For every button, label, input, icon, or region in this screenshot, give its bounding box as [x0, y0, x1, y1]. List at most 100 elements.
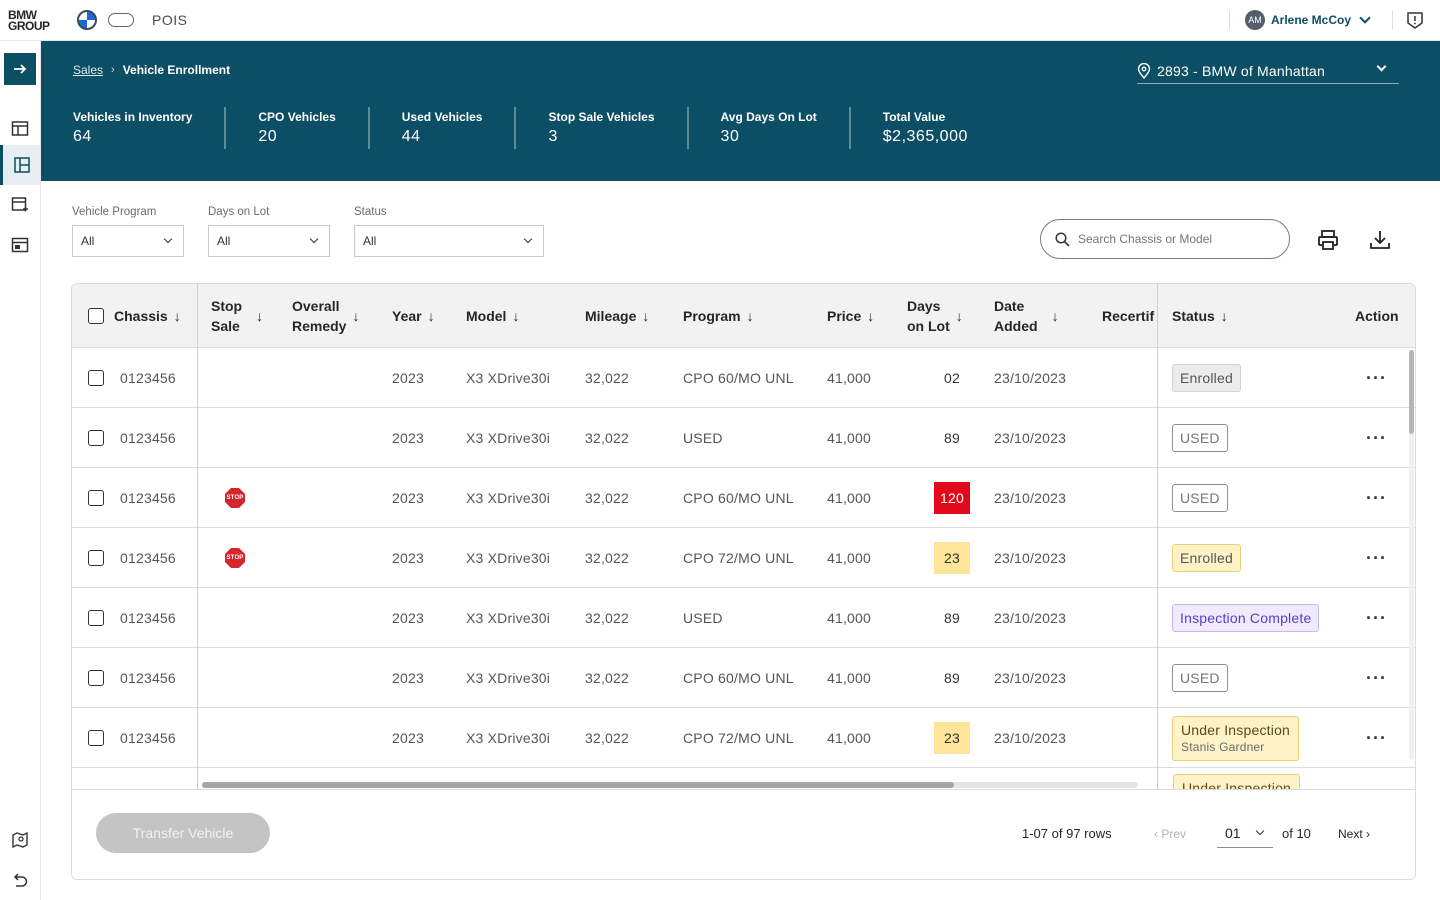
date-added-cell: 23/10/2023 [994, 550, 1067, 566]
stop-sign-icon: STOP [225, 488, 245, 508]
chevron-down-icon [1376, 61, 1387, 72]
undo-icon [13, 873, 28, 887]
vertical-scrollbar[interactable] [1409, 350, 1414, 760]
row-checkbox[interactable] [88, 370, 104, 386]
row-checkbox[interactable] [88, 610, 104, 626]
header-recertif[interactable]: Recertif [1102, 284, 1156, 348]
more-options-icon[interactable]: ··· [1366, 487, 1387, 508]
row-action-menu[interactable]: ··· [1366, 528, 1387, 588]
sort-arrow-icon: ↓ [867, 308, 875, 324]
header-model[interactable]: Model ↓ [466, 284, 519, 348]
header-status[interactable]: Status ↓ [1172, 284, 1228, 348]
header-overall-remedy[interactable]: Overall Remedy ↓ [292, 284, 359, 348]
days-on-lot-badge: 89 [944, 610, 960, 626]
more-options-icon[interactable]: ··· [1366, 667, 1387, 688]
status-label: USED [1180, 670, 1220, 686]
nav-dashboard[interactable] [4, 113, 36, 145]
search-box[interactable] [1040, 219, 1290, 259]
row-action-menu[interactable]: ··· [1366, 648, 1387, 708]
table-row[interactable]: 0123456 2023 X3 XDrive30i 32,022 USED 41,000 2… [72, 588, 1415, 648]
chevron-down-icon [1359, 12, 1371, 24]
header-chassis[interactable]: Chassis ↓ [88, 284, 181, 348]
page-select[interactable]: 01 [1217, 818, 1273, 848]
model-cell: X3 XDrive30i [466, 730, 551, 746]
status-assignee: Stanis Gardner [1181, 739, 1265, 754]
mileage-cell: 32,022 [585, 550, 630, 566]
sort-arrow-icon: ↓ [746, 308, 754, 324]
scrollbar-thumb[interactable] [202, 782, 954, 788]
year-cell: 2023 [392, 670, 424, 686]
status-select[interactable]: All [354, 225, 544, 257]
header-price[interactable]: Price ↓ [827, 284, 874, 348]
expand-nav-button[interactable] [4, 53, 36, 85]
row-checkbox-cell [88, 468, 104, 528]
print-icon[interactable] [1316, 228, 1340, 252]
next-page-button[interactable]: Next › [1338, 827, 1371, 841]
header-label: Added [994, 318, 1038, 334]
info-shield-icon[interactable] [1406, 11, 1424, 29]
more-options-icon[interactable]: ··· [1366, 547, 1387, 568]
mileage-cell: 32,022 [585, 670, 630, 686]
days-on-lot-cell: 89 [934, 588, 970, 648]
search-input[interactable] [1078, 232, 1258, 246]
table-row[interactable]: 0123456 2023 X3 XDrive30i 32,022 CPO 72/MO U… [72, 528, 1415, 588]
row-checkbox[interactable] [88, 730, 104, 746]
row-checkbox[interactable] [88, 490, 104, 506]
row-checkbox[interactable] [88, 670, 104, 686]
header-label: Price [827, 308, 862, 324]
table-row[interactable]: 0123456 2023 X3 XDrive30i 32,022 CPO 60/MO U… [72, 348, 1415, 408]
scrollbar-thumb[interactable] [1409, 350, 1414, 434]
dealer-select[interactable]: 2893 - BMW of Manhattan [1137, 59, 1399, 84]
horizontal-scrollbar[interactable] [202, 782, 1138, 788]
program-cell: CPO 60/MO UNL [683, 490, 794, 506]
download-icon[interactable] [1368, 228, 1392, 252]
row-action-menu[interactable]: ··· [1366, 708, 1387, 768]
stats-row: Vehicles in Inventory 64 CPO Vehicles 20… [73, 107, 1032, 149]
nav-map[interactable] [4, 824, 36, 856]
sort-arrow-icon: ↓ [256, 308, 264, 324]
prev-page-button[interactable]: ‹ Prev [1154, 827, 1187, 841]
breadcrumb-link-sales[interactable]: Sales [73, 63, 104, 77]
header-date-added[interactable]: Date Added ↓ [994, 284, 1059, 348]
header-year[interactable]: Year ↓ [392, 284, 435, 348]
nav-reports[interactable] [4, 229, 36, 261]
more-options-icon[interactable]: ··· [1366, 427, 1387, 448]
table-row[interactable]: 0123456 2023 X3 XDrive30i 32,022 CPO 60/MO U… [72, 468, 1415, 528]
status-cell: Enrolled [1172, 348, 1241, 408]
row-action-menu[interactable]: ··· [1366, 348, 1387, 408]
days-on-lot-select[interactable]: All [208, 225, 330, 257]
more-options-icon[interactable]: ··· [1366, 367, 1387, 388]
header-stop-sale[interactable]: Stop Sale ↓ [211, 284, 263, 348]
year-cell: 2023 [392, 370, 424, 386]
vehicle-program-select[interactable]: All [72, 225, 184, 257]
header-program[interactable]: Program ↓ [683, 284, 754, 348]
user-name: Arlene McCoy [1271, 13, 1352, 27]
select-all-checkbox[interactable] [88, 308, 104, 324]
nav-vehicle-enrollment[interactable] [0, 145, 40, 185]
stop-sale-cell: STOP [225, 468, 245, 528]
status-label: Under Inspection [1181, 721, 1291, 738]
table-row[interactable]: 0123456 2023 X3 XDrive30i 32,022 USED 41,000 2… [72, 408, 1415, 468]
days-on-lot-cell: 120 [934, 468, 970, 528]
header-label: Days [907, 298, 941, 314]
days-on-lot-badge: 02 [944, 370, 960, 386]
header-mileage[interactable]: Mileage ↓ [585, 284, 649, 348]
row-checkbox[interactable] [88, 430, 104, 446]
header-action: Action [1355, 284, 1399, 348]
row-action-menu[interactable]: ··· [1366, 588, 1387, 648]
program-cell: CPO 72/MO UNL [683, 550, 794, 566]
row-action-menu[interactable]: ··· [1366, 468, 1387, 528]
more-options-icon[interactable]: ··· [1366, 607, 1387, 628]
transfer-vehicle-button[interactable]: Transfer Vehicle [96, 813, 270, 853]
table-row[interactable]: 0123456 2023 X3 XDrive30i 32,022 CPO 72/MO U… [72, 708, 1415, 768]
header-days-on-lot[interactable]: Days on Lot ↓ [907, 284, 963, 348]
row-checkbox[interactable] [88, 550, 104, 566]
table-row[interactable]: 0123456 2023 X3 XDrive30i 32,022 CPO 60/MO U… [72, 648, 1415, 708]
more-options-icon[interactable]: ··· [1366, 727, 1387, 748]
user-menu[interactable]: AM Arlene McCoy [1245, 10, 1373, 30]
nav-transfer[interactable] [4, 189, 36, 221]
days-on-lot-badge: 23 [934, 542, 970, 574]
row-action-menu[interactable]: ··· [1366, 408, 1387, 468]
select-value: All [217, 234, 231, 248]
nav-back[interactable] [4, 864, 36, 896]
